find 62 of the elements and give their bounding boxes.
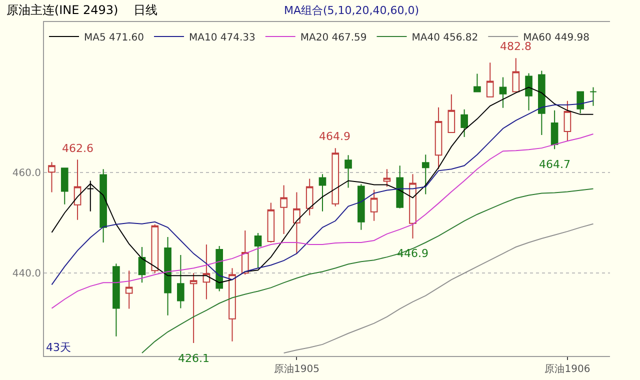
candlestick xyxy=(332,148,340,207)
candlestick xyxy=(74,159,82,220)
candlestick xyxy=(525,72,532,111)
candlestick xyxy=(138,246,146,284)
y-tick-label: 440.0 xyxy=(12,268,41,280)
candlestick xyxy=(486,62,494,98)
legend-label: MA40 456.82 xyxy=(412,32,478,44)
line-series xyxy=(141,188,594,354)
candlestick xyxy=(100,168,107,243)
candlestick xyxy=(60,168,68,205)
candlestick xyxy=(202,244,210,300)
candlestick xyxy=(422,154,430,195)
candlestick xyxy=(254,232,262,269)
candlestick xyxy=(564,100,572,142)
chart-title: 原油主连(INE 2493) 日线 xyxy=(6,3,158,18)
candlestick xyxy=(474,73,481,92)
annotation: 464.7 xyxy=(539,158,570,171)
line-series xyxy=(51,134,594,309)
candlestick xyxy=(448,94,456,133)
candlestick xyxy=(48,162,56,193)
candlestick xyxy=(318,174,326,212)
x-tick-label: 原油1906 xyxy=(544,363,590,375)
line-series xyxy=(283,223,594,354)
candlestick xyxy=(512,58,520,92)
candlestick xyxy=(460,108,468,138)
text: MA组合(5,10,20,40,60,0) xyxy=(284,4,420,17)
candlestick xyxy=(344,154,352,188)
candlestick xyxy=(151,224,159,274)
candlestick xyxy=(293,192,300,254)
annotation: 43天 xyxy=(46,341,71,354)
candlestick xyxy=(280,184,288,234)
candlestick xyxy=(383,168,391,188)
candlestick xyxy=(228,268,236,342)
candlestick xyxy=(241,230,249,276)
candlestick xyxy=(370,189,378,222)
candlestick xyxy=(112,263,120,337)
candlestick xyxy=(125,270,133,310)
candlestick xyxy=(409,174,416,239)
candlestick xyxy=(434,106,442,170)
candlestick xyxy=(86,180,94,212)
candlestick xyxy=(576,91,584,114)
legend-label: MA10 474.33 xyxy=(189,32,256,44)
annotation: 446.9 xyxy=(397,247,428,260)
y-tick-label: 460.0 xyxy=(12,168,41,180)
annotation: 462.6 xyxy=(62,142,94,155)
candlestick xyxy=(396,165,404,209)
annotation: 426.1 xyxy=(178,352,210,365)
candlestick xyxy=(550,110,558,150)
candlestick xyxy=(306,178,314,216)
legend-label: MA20 467.59 xyxy=(300,32,367,44)
candlestick xyxy=(499,76,507,108)
x-tick-label: 原油1905 xyxy=(274,363,320,375)
candlestick xyxy=(267,202,275,243)
candlestick xyxy=(590,86,597,106)
legend-label: MA5 471.60 xyxy=(84,32,144,44)
annotation: 464.9 xyxy=(319,130,350,143)
candlestick xyxy=(216,246,223,292)
candlestick xyxy=(177,254,184,309)
candlestick xyxy=(538,70,546,136)
candlestick xyxy=(190,272,198,344)
candlestick xyxy=(358,184,365,230)
candlestick xyxy=(164,236,172,316)
